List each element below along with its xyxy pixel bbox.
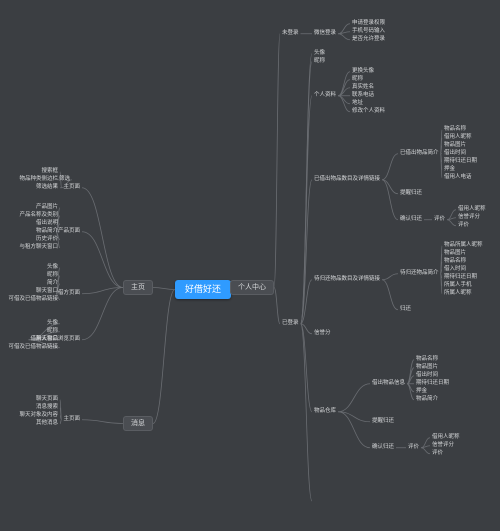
leaf-wxLogin-1: 手机号码输入 — [350, 28, 387, 36]
leaf-borrowIntro-6: 所属人昵称 — [442, 290, 474, 298]
leaf-profile-1: 昵称 — [350, 76, 365, 84]
node-msgMain: 主页面 — [61, 416, 82, 424]
leaf-lendInfo-5: 物品简介 — [414, 396, 440, 404]
node-remind: 提醒归还 — [398, 190, 424, 198]
root-node: 好借好还 — [175, 280, 231, 299]
leaf-prod-1: 产品名称及类别 — [17, 212, 60, 220]
leaf-homeMain-0: 搜索框 — [39, 168, 60, 176]
leaf-msgMain-1: 消息搜索 — [34, 404, 60, 412]
node-cfmRet2: 确认归还 — [370, 444, 396, 452]
node-avatar: 头像 — [312, 50, 327, 58]
leaf-homeMain-1: 物品种类侧边栏 — [17, 176, 60, 184]
leaf-rate2-2: 评价 — [430, 450, 445, 458]
leaf-rate1-1: 信誉评分 — [456, 214, 482, 222]
node-wxLogin: 微信登录 — [312, 30, 338, 38]
leaf-homeMain-1-mid: 筛选 — [57, 176, 72, 184]
node-credit: 信誉分 — [312, 330, 333, 338]
leaf-borrowIntro-1: 物品图片 — [442, 250, 468, 258]
leaf-homeMain-2: 筛选结果 — [34, 184, 60, 192]
node-rate1: 评价 — [432, 216, 447, 224]
leaf-msgMain-3: 其他消息 — [34, 420, 60, 428]
node-rate2: 评价 — [406, 444, 421, 452]
leaf-profile-2: 真实姓名 — [350, 84, 376, 92]
node-lentCnt: 已借出物品数目及详情链接 — [312, 176, 382, 184]
leaf-wxLogin-0: 申请登录权限 — [350, 20, 387, 28]
leaf-lender-2: 简介 — [45, 280, 60, 288]
leaf-lendInfo-2: 借出时间 — [414, 372, 440, 380]
leaf-borrower-3: 可借及已借物品链接 — [6, 344, 60, 352]
node-cfmRet: 确认归还 — [398, 216, 424, 224]
sub-me: 个人中心 — [230, 280, 274, 295]
leaf-rate1-0: 借用人昵称 — [456, 206, 488, 214]
leaf-wxLogin-2: 是否允许登录 — [350, 36, 387, 44]
leaf-lendInfo-4: 押金 — [414, 388, 429, 396]
leaf-rate2-0: 借用人昵称 — [430, 434, 462, 442]
leaf-rate1-2: 评价 — [456, 222, 471, 230]
leaf-borrower-2: 聊天窗口 — [34, 336, 60, 344]
leaf-borrowIntro-3: 借入时间 — [442, 266, 468, 274]
leaf-lendInfo-0: 物品名称 — [414, 356, 440, 364]
node-profile: 个人资料 — [312, 92, 338, 100]
leaf-lentIntro-4: 期待归还日期 — [442, 158, 479, 166]
node-lendInfo: 借出物品信息 — [370, 380, 407, 388]
edge-layer — [0, 0, 500, 531]
node-retNow: 归还 — [398, 306, 413, 314]
mindmap-canvas: 好借好还主页主页面搜索框物品种类侧边栏筛选筛选结果产品页面产品图片产品名称及类别… — [0, 0, 500, 531]
leaf-lentIntro-5: 押金 — [442, 166, 457, 174]
leaf-msgMain-0: 聊天页面 — [34, 396, 60, 404]
leaf-borrowIntro-0: 物品所属人昵称 — [442, 242, 485, 250]
node-borrowIntro: 待归还物品简介 — [398, 270, 441, 278]
leaf-borrower-1: 昵称 — [45, 328, 60, 336]
leaf-borrower-0: 头像 — [45, 320, 60, 328]
leaf-msgMain-2: 聊天对象及内容 — [17, 412, 60, 420]
leaf-lender-1: 昵称 — [45, 272, 60, 280]
node-remind2: 提醒归还 — [370, 418, 396, 426]
leaf-prod-4: 历史评价 — [34, 236, 60, 244]
leaf-lendInfo-1: 物品图片 — [414, 364, 440, 372]
node-more — [312, 500, 316, 502]
leaf-lentIntro-2: 物品图片 — [442, 142, 468, 150]
sub-msg: 消息 — [123, 416, 153, 431]
node-nick: 昵称 — [312, 58, 327, 66]
leaf-lender-0: 头像 — [45, 264, 60, 272]
node-noLogin: 未登录 — [280, 30, 301, 38]
node-logged: 已登录 — [280, 320, 301, 328]
leaf-lender-4: 可借及已借物品链接 — [6, 296, 60, 304]
node-lentIntro: 已借出物品简介 — [398, 150, 441, 158]
leaf-lentIntro-1: 借用人昵称 — [442, 134, 474, 142]
leaf-borrowIntro-4: 期待归还日期 — [442, 274, 479, 282]
leaf-lentIntro-3: 借出时间 — [442, 150, 468, 158]
node-stock: 物品仓库 — [312, 408, 338, 416]
leaf-lentIntro-0: 物品名称 — [442, 126, 468, 134]
leaf-rate2-1: 信誉评分 — [430, 442, 456, 450]
sub-home: 主页 — [123, 280, 153, 295]
leaf-prod-0: 产品图片 — [34, 204, 60, 212]
node-homeMain: 主页面 — [61, 184, 82, 192]
leaf-profile-3: 联系电话 — [350, 92, 376, 100]
leaf-lendInfo-3: 期待归还日期 — [414, 380, 451, 388]
leaf-lentIntro-6: 借用人电话 — [442, 174, 474, 182]
leaf-prod-3: 物品简介 — [34, 228, 60, 236]
leaf-borrowIntro-5: 所属人手机 — [442, 282, 474, 290]
leaf-profile-4: 地址 — [350, 100, 365, 108]
leaf-profile-5: 修改个人资料 — [350, 108, 387, 116]
leaf-prod-5: 与租方聊天窗口 — [17, 244, 60, 252]
leaf-prod-2: 借出说明 — [34, 220, 60, 228]
leaf-borrowIntro-2: 物品名称 — [442, 258, 468, 266]
leaf-lender-3: 聊天窗口 — [34, 288, 60, 296]
leaf-profile-0: 更换头像 — [350, 68, 376, 76]
node-borrowCnt: 待归还物品数目及详情链接 — [312, 276, 382, 284]
